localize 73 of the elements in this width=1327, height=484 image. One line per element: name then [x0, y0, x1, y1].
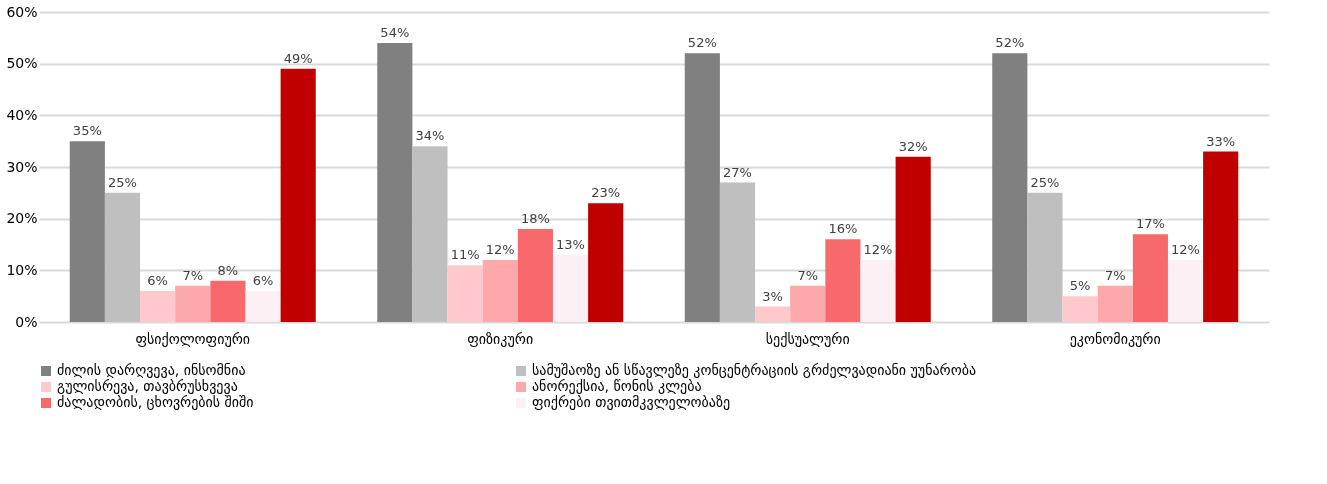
bar	[175, 285, 211, 322]
y-tick-label: 0%	[15, 313, 38, 330]
bar	[1167, 260, 1204, 322]
bar	[992, 53, 1028, 322]
bar	[69, 141, 105, 322]
data-label: 6%	[147, 273, 168, 288]
bar	[825, 239, 861, 322]
data-label: 3%	[762, 288, 783, 304]
legend-label: ძილის დარღვევა, ინსომნია	[57, 362, 246, 378]
bar	[412, 146, 448, 322]
bar	[1132, 234, 1168, 322]
bar	[280, 68, 316, 322]
y-tick-label: 50%	[6, 55, 38, 72]
y-tick-label: 10%	[6, 261, 38, 278]
data-label: 8%	[217, 262, 239, 278]
bar	[140, 291, 176, 322]
data-label: 6%	[252, 273, 274, 288]
bar	[210, 280, 246, 322]
legend-label: ანორექსია, წონის კლება	[532, 378, 702, 394]
bar	[588, 203, 624, 322]
bar	[245, 291, 281, 322]
data-label: 17%	[1135, 216, 1165, 232]
data-label: 23%	[591, 185, 621, 201]
y-tick-label: 30%	[6, 158, 38, 175]
bar	[790, 285, 826, 322]
legend-label: სამუშაოზე ან სწავლეზე კონცენტრაციის გრძელვადიანი უუნარობა	[532, 362, 977, 378]
data-label: 18%	[520, 211, 550, 226]
data-label: 12%	[485, 242, 515, 257]
data-label: 11%	[450, 247, 480, 263]
data-label: 54%	[380, 25, 410, 40]
x-tick-label: სექსუალური	[765, 330, 850, 347]
bar	[104, 192, 141, 322]
data-label: 16%	[828, 221, 858, 237]
data-label: 12%	[1171, 242, 1200, 257]
bar	[860, 260, 896, 322]
bar	[517, 229, 553, 322]
bar	[1062, 296, 1098, 322]
bar	[895, 156, 931, 322]
data-label: 5%	[1069, 278, 1091, 294]
bar	[447, 265, 483, 322]
data-label: 33%	[1206, 133, 1236, 149]
data-label: 13%	[556, 236, 585, 252]
data-label: 27%	[723, 164, 752, 180]
data-label: 12%	[863, 242, 893, 257]
data-label: 34%	[415, 128, 445, 144]
x-tick-label: ფსიქოლოფიური	[135, 330, 251, 347]
bar	[719, 182, 756, 322]
data-label: 52%	[995, 35, 1025, 51]
data-label: 32%	[898, 138, 928, 154]
bar	[482, 260, 518, 322]
bar	[552, 254, 589, 322]
y-tick-label: 20%	[6, 210, 38, 227]
y-tick-label: 40%	[6, 106, 38, 123]
bar	[1027, 192, 1063, 322]
bar	[1203, 151, 1239, 322]
data-label: 25%	[108, 174, 137, 190]
data-label: 49%	[283, 50, 313, 66]
data-label: 35%	[72, 123, 102, 139]
data-label: 7%	[182, 267, 204, 283]
x-tick-label: ეკონომიკური	[1069, 330, 1161, 347]
data-label: 52%	[687, 35, 717, 51]
legend-label: ფიქრები თვითმკვლელობაზე	[532, 394, 731, 410]
legend-label: გულისრევა, თავბრუსხვევა	[57, 378, 238, 394]
bar	[1097, 285, 1133, 322]
bar	[377, 43, 413, 322]
data-label: 25%	[1030, 174, 1060, 190]
bar	[684, 53, 720, 322]
y-tick-label: 60%	[6, 3, 38, 20]
data-label: 7%	[797, 267, 819, 283]
legend-label: ძალადობის, ცხოვრების შიში	[57, 394, 254, 410]
x-tick-label: ფიზიკური	[467, 330, 534, 347]
data-label: 7%	[1104, 267, 1126, 283]
bar	[755, 306, 791, 322]
